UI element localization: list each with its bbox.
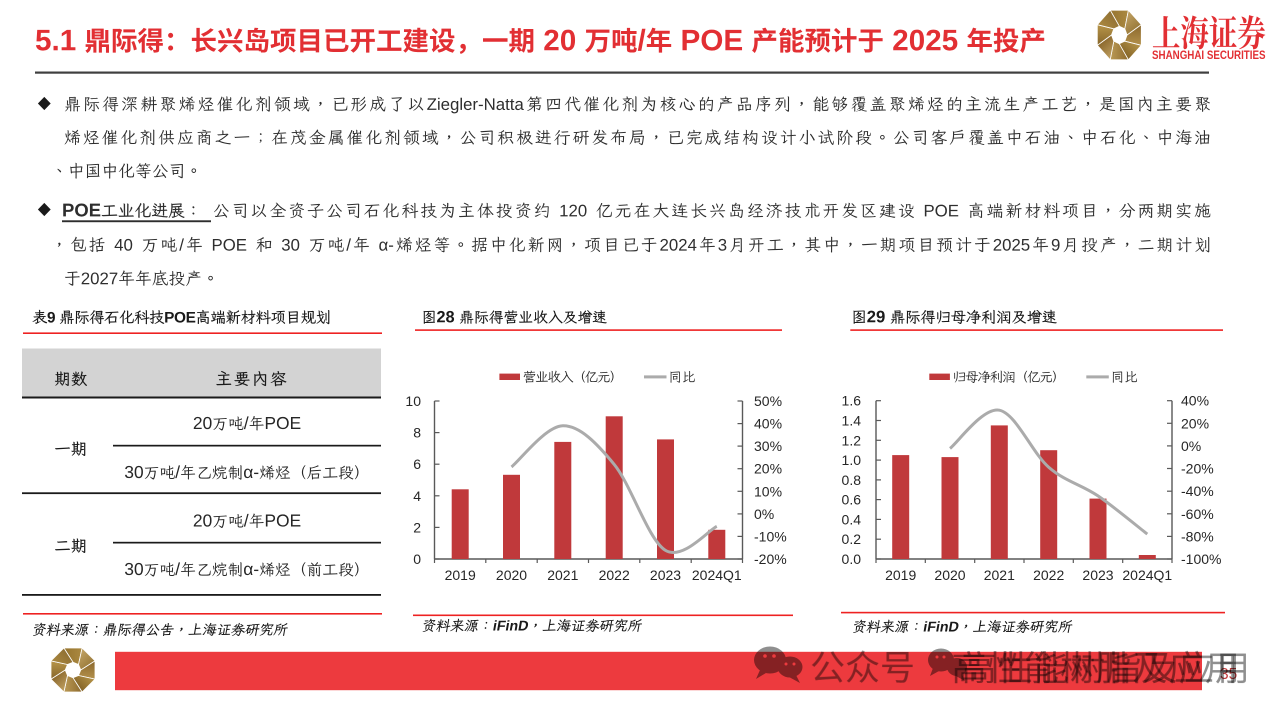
svg-text:2024Q1: 2024Q1 [1122,567,1172,583]
svg-text:2023: 2023 [650,567,681,583]
svg-text:1.6: 1.6 [842,393,862,409]
svg-text:0.0: 0.0 [842,551,862,567]
svg-text:0: 0 [413,551,421,567]
svg-text:0.6: 0.6 [842,492,862,508]
svg-text:10%: 10% [754,483,782,499]
svg-text:2: 2 [413,519,421,535]
svg-text:-60%: -60% [1181,506,1214,522]
svg-text:2020: 2020 [496,567,527,583]
svg-text:20%: 20% [754,461,782,477]
svg-text:1.4: 1.4 [842,413,862,429]
svg-text:20%: 20% [1181,415,1209,431]
svg-text:2022: 2022 [599,567,630,583]
svg-text:2019: 2019 [885,567,916,583]
svg-text:0.8: 0.8 [842,472,862,488]
svg-text:0.2: 0.2 [842,531,862,547]
svg-text:2019: 2019 [445,567,476,583]
svg-text:40%: 40% [754,416,782,432]
svg-text:2024Q1: 2024Q1 [692,567,742,583]
svg-text:-100%: -100% [1181,551,1221,567]
svg-text:2020: 2020 [934,567,965,583]
svg-text:50%: 50% [754,393,782,409]
svg-text:-20%: -20% [1181,461,1214,477]
svg-text:4: 4 [413,488,421,504]
svg-text:0.4: 0.4 [842,511,862,527]
svg-text:40%: 40% [1181,393,1209,409]
svg-text:6: 6 [413,456,421,472]
svg-text:2023: 2023 [1082,567,1113,583]
svg-text:-10%: -10% [754,528,787,544]
svg-text:8: 8 [413,425,421,441]
svg-text:0%: 0% [1181,438,1201,454]
svg-text:1.0: 1.0 [842,452,862,468]
svg-text:2021: 2021 [984,567,1015,583]
svg-text:-40%: -40% [1181,483,1214,499]
svg-text:-20%: -20% [754,551,787,567]
svg-text:2021: 2021 [547,567,578,583]
svg-text:-80%: -80% [1181,528,1214,544]
svg-text:10: 10 [405,393,421,409]
svg-text:2022: 2022 [1033,567,1064,583]
svg-text:30%: 30% [754,438,782,454]
svg-text:0%: 0% [754,506,774,522]
svg-text:1.2: 1.2 [842,432,862,448]
